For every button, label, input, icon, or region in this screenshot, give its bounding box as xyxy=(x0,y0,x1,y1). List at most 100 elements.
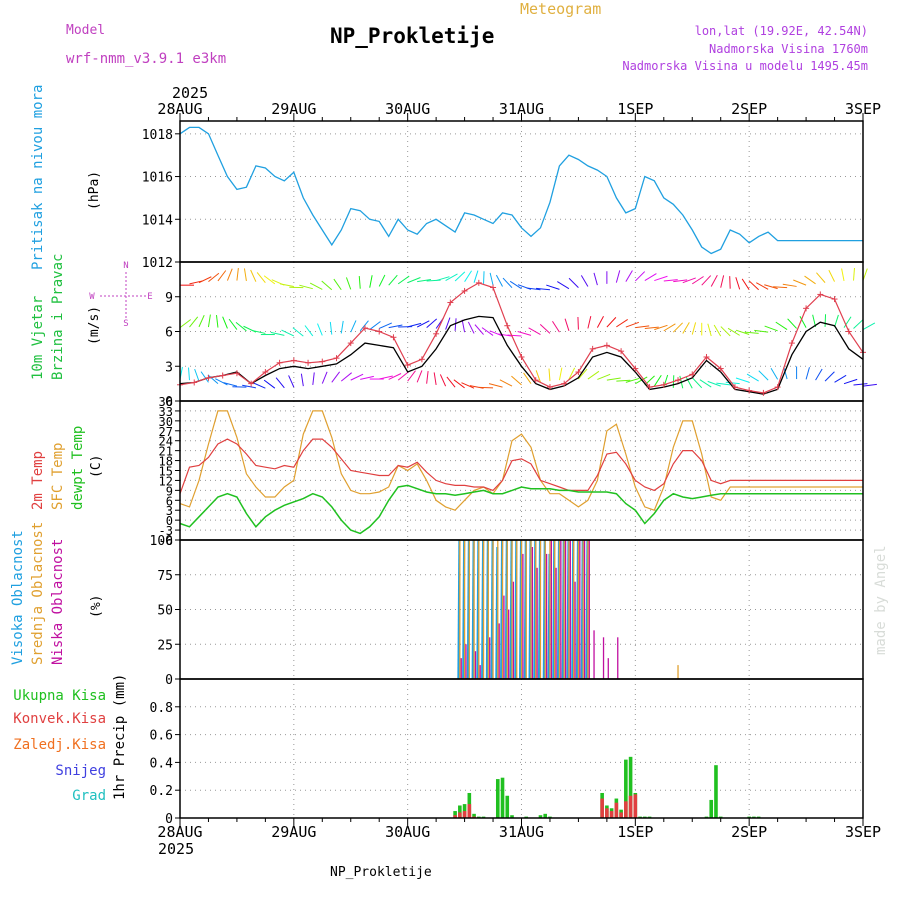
time-tick-bottom: 30AUG xyxy=(385,823,430,841)
wind-arrow xyxy=(333,278,342,291)
wind-arrow xyxy=(713,324,722,337)
wind-arrow xyxy=(548,368,551,382)
wind-arrow xyxy=(488,383,503,388)
wind-arrow xyxy=(782,283,797,287)
wind-arrow xyxy=(816,272,826,283)
wind-arrow xyxy=(701,275,712,286)
precip-bar xyxy=(505,795,510,818)
wind-arrow xyxy=(663,374,669,388)
wind-arrow xyxy=(309,282,323,290)
precip-bar xyxy=(458,812,462,818)
wind-arrow xyxy=(426,371,429,384)
wind-arrow xyxy=(568,277,579,289)
wind-compass: N W E S xyxy=(89,261,152,329)
wind-arrow xyxy=(720,275,725,288)
wind-arrow xyxy=(775,321,788,330)
wind-arrow xyxy=(720,326,731,337)
wind-arrow xyxy=(433,372,437,386)
wind-arrow xyxy=(685,376,693,389)
wind-arrow xyxy=(251,329,266,334)
precip-bar xyxy=(614,802,619,818)
wind-arrow xyxy=(340,372,352,382)
wind-arrow xyxy=(489,330,503,337)
wind-arrow xyxy=(805,367,810,380)
data-layer xyxy=(177,126,877,818)
wind-arrow xyxy=(208,272,220,283)
wind-arrow xyxy=(263,379,276,389)
wind-arrow xyxy=(528,327,541,335)
wind-arrow xyxy=(207,314,211,328)
wind-arrow xyxy=(654,275,668,282)
wind-arrow xyxy=(445,317,451,330)
wind-arrow xyxy=(770,368,779,380)
y-tick-label: 1012 xyxy=(142,256,173,271)
cloud-low-title: Niska Oblacnost xyxy=(50,539,66,665)
wind-arrow xyxy=(407,277,421,284)
wind-arrow xyxy=(727,327,740,336)
y-tick-label: 75 xyxy=(157,569,173,584)
wind-arrow xyxy=(223,382,238,387)
wind-arrow xyxy=(526,287,541,291)
y-tick-label: 12 xyxy=(159,474,173,488)
y-tick-label: 1018 xyxy=(142,128,173,143)
wind-arrow xyxy=(606,317,617,328)
wind-arrow xyxy=(635,325,650,329)
wind-arrow xyxy=(461,382,475,389)
wind-arrow xyxy=(407,322,422,328)
precip-bar xyxy=(628,795,633,818)
wind-arrow xyxy=(498,333,513,337)
wind-arrow xyxy=(250,269,257,282)
pressure-unit: (hPa) xyxy=(87,171,102,210)
wind-arrow xyxy=(597,373,611,380)
wind-arrow xyxy=(345,277,352,290)
y-tick-label: 30 xyxy=(159,415,173,429)
model-altitude-label: Nadmorska Visina u modelu 1495.45m xyxy=(622,59,868,73)
y-tick-label: 0 xyxy=(165,395,173,410)
time-tick-top: 30AUG xyxy=(385,100,430,118)
precip-bar xyxy=(619,812,623,818)
precip-bar xyxy=(714,765,718,818)
footer-station: NP_Prokletije xyxy=(330,865,432,880)
wind-arrow xyxy=(557,281,570,290)
precip-bar xyxy=(538,815,543,818)
wind-arrow xyxy=(841,268,845,282)
wind-arrow xyxy=(243,268,247,282)
wind-arrow xyxy=(799,316,807,328)
model-label: Model xyxy=(66,23,105,38)
wind-arrow xyxy=(672,322,683,333)
wind-arrow xyxy=(281,329,295,337)
wind-arrow xyxy=(198,276,212,284)
y-tick-label: 3 xyxy=(166,504,173,518)
y-tick-label: -6 xyxy=(159,534,173,548)
wind-arrow xyxy=(616,319,628,328)
wind-arrow xyxy=(416,320,430,328)
wind-arrow xyxy=(615,270,621,283)
wind-arrow xyxy=(635,376,648,385)
wind-arrow xyxy=(758,370,769,381)
precip-bar xyxy=(472,813,476,818)
precip-bar xyxy=(462,811,467,818)
wind-arrow xyxy=(329,321,333,335)
y-tick-label: -3 xyxy=(159,524,173,538)
y-tick-label: 0 xyxy=(166,514,173,528)
wind-arrow xyxy=(735,377,750,383)
wind-arrow xyxy=(304,325,314,337)
wind-arrow xyxy=(716,382,731,386)
lonlat-label: lon,lat (19.92E, 42.54N) xyxy=(695,24,868,38)
altitude-label: Nadmorska Visina 1760m xyxy=(709,42,868,56)
cloud-high-title: Visoka Oblacnost xyxy=(10,530,26,665)
time-tick-top: 1SEP xyxy=(617,100,653,118)
precip-bar xyxy=(500,777,505,818)
wind-arrow xyxy=(682,322,690,334)
temp-unit: (C) xyxy=(89,455,104,478)
y-tick-label: 36 xyxy=(159,395,173,409)
meteogram-label: Meteogram xyxy=(520,0,601,18)
wind-arrow xyxy=(317,323,323,336)
time-tick-bottom: 31AUG xyxy=(499,823,544,841)
wind-arrow xyxy=(416,370,423,383)
y-tick-label: 24 xyxy=(159,435,173,449)
time-tick-bottom: 2SEP xyxy=(731,823,767,841)
wind-arrow xyxy=(228,318,238,330)
precip-bar xyxy=(510,815,514,818)
wind-arrow xyxy=(321,371,328,384)
